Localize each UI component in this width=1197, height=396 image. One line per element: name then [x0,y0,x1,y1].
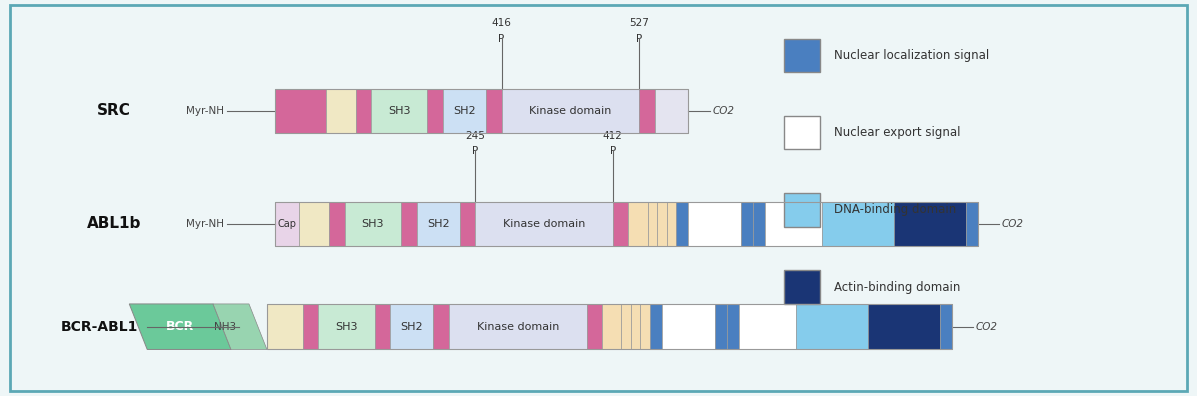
Bar [267,304,303,350]
Bar [688,202,741,246]
Bar [822,202,894,246]
Text: SRC: SRC [97,103,130,118]
Text: SH3: SH3 [361,219,384,229]
Bar [753,202,765,246]
Bar [275,89,688,133]
Bar [486,89,502,133]
Text: 412: 412 [603,131,622,141]
Text: ABL1b: ABL1b [86,216,141,231]
Bar [784,116,820,149]
Text: P: P [472,147,479,156]
Bar [449,304,587,350]
Text: P: P [636,34,643,44]
Bar [613,202,628,246]
Bar [475,202,613,246]
Bar [739,304,796,350]
Text: 527: 527 [630,18,649,28]
Bar [655,89,688,133]
Bar [390,304,433,350]
Bar [650,304,662,350]
Bar [784,193,820,227]
Bar [443,89,486,133]
Text: Kinase domain: Kinase domain [476,322,559,332]
Text: Cap: Cap [278,219,297,229]
Text: SH2: SH2 [427,219,449,229]
Bar [662,304,715,350]
Text: NH3: NH3 [214,322,236,332]
Bar [318,304,375,350]
Bar [765,202,822,246]
Bar [868,304,940,350]
Bar [329,202,345,246]
Text: Myr-NH: Myr-NH [186,106,224,116]
Text: P: P [609,147,616,156]
Bar [894,202,966,246]
Bar [741,202,753,246]
Bar [433,304,449,350]
Text: SH2: SH2 [401,322,423,332]
Bar [784,270,820,304]
Text: SH3: SH3 [388,106,411,116]
Bar [667,202,676,246]
Bar [676,202,688,246]
Text: CO2: CO2 [1002,219,1023,229]
Bar [356,89,371,133]
Bar [727,304,739,350]
Text: SH2: SH2 [454,106,475,116]
Bar [966,202,978,246]
Bar [299,202,329,246]
Bar [326,89,356,133]
Bar [460,202,475,246]
Bar [639,89,655,133]
Text: BCR: BCR [166,320,194,333]
Bar [427,89,443,133]
Text: Actin-binding domain: Actin-binding domain [834,281,961,293]
Text: DNA-binding domain: DNA-binding domain [834,204,956,216]
Bar [628,202,648,246]
Bar [417,202,460,246]
Bar [267,304,952,350]
Bar [715,304,727,350]
Bar [657,202,667,246]
Polygon shape [213,304,267,350]
Bar [640,304,650,350]
Bar [621,304,631,350]
Text: Myr-NH: Myr-NH [186,219,224,229]
Bar [275,202,978,246]
Text: 245: 245 [466,131,485,141]
Text: CO2: CO2 [712,106,734,116]
Bar [401,202,417,246]
Bar [345,202,401,246]
Text: Kinase domain: Kinase domain [503,219,585,229]
Bar [275,202,299,246]
Bar [602,304,621,350]
Bar [631,304,640,350]
Text: CO2: CO2 [976,322,997,332]
Text: 416: 416 [492,18,511,28]
Text: Nuclear export signal: Nuclear export signal [834,126,961,139]
Bar [940,304,952,350]
Text: Kinase domain: Kinase domain [529,106,612,116]
Polygon shape [129,304,231,350]
Bar [648,202,657,246]
Bar [303,304,318,350]
Text: BCR-ABL1: BCR-ABL1 [61,320,138,334]
Bar [502,89,639,133]
Bar [587,304,602,350]
Bar [375,304,390,350]
Text: SH3: SH3 [335,322,358,332]
Bar [275,89,326,133]
Bar [371,89,427,133]
Text: Nuclear localization signal: Nuclear localization signal [834,49,990,62]
Text: P: P [498,34,505,44]
Bar [796,304,868,350]
Bar [784,38,820,72]
